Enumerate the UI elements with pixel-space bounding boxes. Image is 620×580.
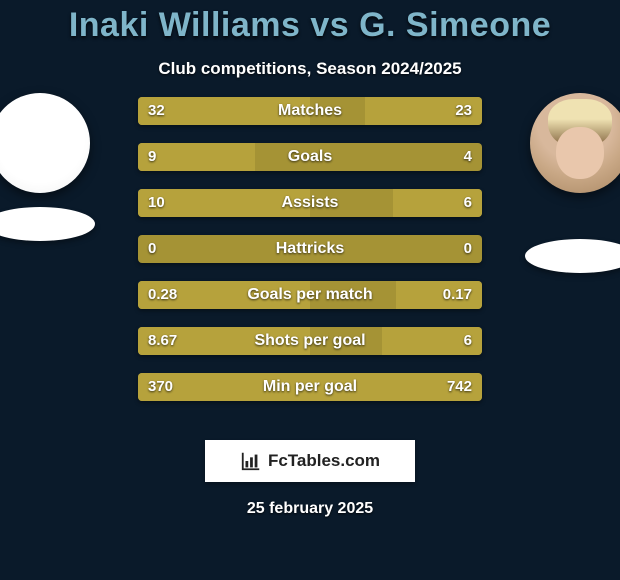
- stat-value-right: 0: [464, 235, 472, 263]
- date-text: 25 february 2025: [0, 500, 620, 518]
- stat-label: Hattricks: [138, 235, 482, 263]
- chart-icon: [240, 450, 262, 472]
- page-title: Inaki Williams vs G. Simeone: [0, 0, 620, 45]
- stat-label: Matches: [138, 97, 482, 125]
- stat-value-right: 23: [455, 97, 472, 125]
- stat-label: Shots per goal: [138, 327, 482, 355]
- avatar: [0, 93, 90, 193]
- stat-value-right: 0.17: [443, 281, 472, 309]
- brand-badge: FcTables.com: [205, 440, 415, 482]
- club-badge-placeholder: [525, 239, 620, 273]
- stat-row: 10Assists6: [138, 189, 482, 217]
- stat-row: 9Goals4: [138, 143, 482, 171]
- comparison-stage: 32Matches239Goals410Assists60Hattricks00…: [0, 107, 620, 427]
- stat-row: 370Min per goal742: [138, 373, 482, 401]
- stat-row: 0Hattricks0: [138, 235, 482, 263]
- stat-row: 0.28Goals per match0.17: [138, 281, 482, 309]
- stat-label: Goals per match: [138, 281, 482, 309]
- stat-bars: 32Matches239Goals410Assists60Hattricks00…: [138, 97, 482, 419]
- stat-value-right: 6: [464, 327, 472, 355]
- stat-label: Min per goal: [138, 373, 482, 401]
- avatar: [530, 93, 620, 193]
- stat-value-right: 742: [447, 373, 472, 401]
- stat-row: 32Matches23: [138, 97, 482, 125]
- stat-row: 8.67Shots per goal6: [138, 327, 482, 355]
- subtitle: Club competitions, Season 2024/2025: [0, 59, 620, 79]
- club-badge-placeholder: [0, 207, 95, 241]
- stat-label: Goals: [138, 143, 482, 171]
- brand-text: FcTables.com: [268, 451, 380, 471]
- stat-value-right: 6: [464, 189, 472, 217]
- stat-value-right: 4: [464, 143, 472, 171]
- stat-label: Assists: [138, 189, 482, 217]
